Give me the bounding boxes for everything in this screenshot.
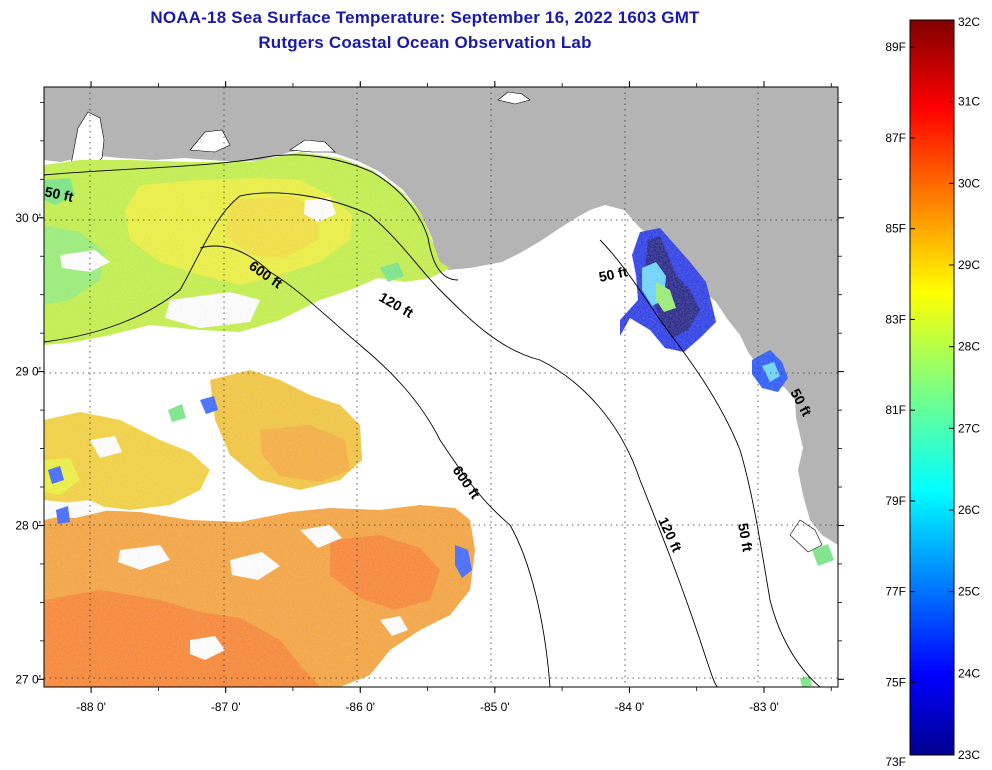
colorbar-f-label: 87F xyxy=(885,131,906,145)
lat-tick-label: 29 0' xyxy=(15,365,41,379)
inland-bay xyxy=(289,139,336,153)
map-border xyxy=(43,86,839,688)
graticule xyxy=(44,87,838,687)
lon-tick-label: -83 0' xyxy=(749,700,779,714)
colorbar-f-label: 79F xyxy=(885,494,906,508)
lon-tick-label: -86 0' xyxy=(345,700,375,714)
colorbar-f-label: 83F xyxy=(885,312,906,326)
colorbar xyxy=(909,19,955,756)
axis-ticks: -88 0' -87 0' -86 0' -85 0' -84 0' -83 0' 30 0… xyxy=(15,81,844,714)
colorbar-c-label: 28C xyxy=(958,340,980,354)
colorbar-c-label: 30C xyxy=(958,176,980,190)
lon-tick-label: -84 0' xyxy=(615,700,645,714)
lat-tick-label: 27 0' xyxy=(15,672,41,686)
inland-bay xyxy=(497,91,531,105)
colorbar-f-label: 85F xyxy=(885,222,906,236)
bathymetry-contours xyxy=(44,154,821,687)
colorbar-f-label: 75F xyxy=(885,675,906,689)
colorbar-c-label: 31C xyxy=(958,95,980,109)
colorbar-f-label: 81F xyxy=(885,403,906,417)
contour-label: 50 ft xyxy=(43,183,75,205)
lon-tick-label: -87 0' xyxy=(211,700,241,714)
colorbar-c-label: 29C xyxy=(958,258,980,272)
contour-label: 50 ft xyxy=(597,263,629,285)
map-title: NOAA-18 Sea Surface Temperature: Septemb… xyxy=(150,8,700,27)
lat-tick-label: 28 0' xyxy=(15,518,41,532)
lon-tick-label: -88 0' xyxy=(76,700,106,714)
colorbar-c-label: 26C xyxy=(958,503,980,517)
colorbar-c-label: 24C xyxy=(958,666,980,680)
colorbar-labels: 32C 31C 30C 29C 28C 27C 26C 25C 24C 23C 89F 87F 85F 8… xyxy=(885,15,980,769)
colorbar-c-label: 32C xyxy=(958,15,980,29)
lon-tick-label: -85 0' xyxy=(480,700,510,714)
lat-tick-label: 30 0' xyxy=(15,211,41,225)
land-mass xyxy=(44,87,838,545)
map-subtitle: Rutgers Coastal Ocean Observation Lab xyxy=(258,33,592,52)
contour-label: 50 ft xyxy=(735,522,756,553)
inland-bay xyxy=(189,129,231,153)
colorbar-f-label: 73F xyxy=(885,755,906,769)
colorbar-c-label: 25C xyxy=(958,585,980,599)
colorbar-c-label: 27C xyxy=(958,421,980,435)
inland-bay xyxy=(789,519,823,553)
colorbar-c-label: 23C xyxy=(958,748,980,762)
colorbar-f-label: 89F xyxy=(885,40,906,54)
sst-data-layer xyxy=(44,152,834,687)
colorbar-f-label: 77F xyxy=(885,585,906,599)
